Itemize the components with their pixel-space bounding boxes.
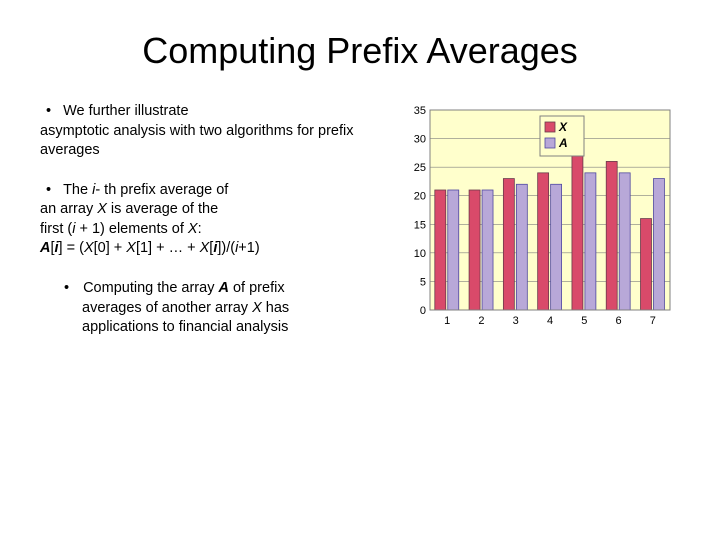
bullet-2: • The i- th prefix average of an array X… <box>40 181 380 259</box>
bullet-1: • We further illustrate asymptotic analy… <box>40 102 380 161</box>
svg-text:A: A <box>558 136 568 150</box>
bullet-3: • Computing the array A of prefix averag… <box>40 279 380 338</box>
svg-text:35: 35 <box>414 105 426 117</box>
chart-svg: 0 5 10 15 20 25 30 35 1 2 3 4 5 6 7 XA <box>400 102 680 332</box>
bullet-3-line2: averages of another array X has <box>40 299 380 319</box>
bullet-2-line3: first (i + 1) elements of X: <box>40 220 380 240</box>
svg-text:20: 20 <box>414 191 426 203</box>
svg-text:10: 10 <box>414 248 426 260</box>
svg-text:2: 2 <box>478 315 484 327</box>
bullet-3-line3: applications to financial analysis <box>40 318 380 338</box>
bullet-2-formula: A[i] = (X[0] + X[1] + … + X[i])/(i+1) <box>40 239 380 259</box>
bullet-marker: • <box>40 102 63 122</box>
svg-text:15: 15 <box>414 219 426 231</box>
svg-text:25: 25 <box>414 162 426 174</box>
bullet-marker: • <box>40 181 63 201</box>
page-title: Computing Prefix Averages <box>40 30 680 72</box>
svg-text:X: X <box>558 120 568 134</box>
svg-text:0: 0 <box>420 305 426 317</box>
svg-text:3: 3 <box>513 315 519 327</box>
svg-text:5: 5 <box>420 276 426 288</box>
bullet-marker: • <box>40 279 83 299</box>
svg-text:6: 6 <box>616 315 622 327</box>
svg-text:30: 30 <box>414 134 426 146</box>
content-row: • We further illustrate asymptotic analy… <box>40 102 680 358</box>
bullet-1-rest: asymptotic analysis with two algorithms … <box>40 122 380 161</box>
bar-chart: 0 5 10 15 20 25 30 35 1 2 3 4 5 6 7 XA <box>400 102 680 332</box>
svg-text:4: 4 <box>547 315 553 327</box>
text-column: • We further illustrate asymptotic analy… <box>40 102 380 358</box>
bullet-2-line1: The i- th prefix average of <box>63 181 228 201</box>
svg-text:1: 1 <box>444 315 450 327</box>
bullet-2-line2: an array X is average of the <box>40 200 380 220</box>
svg-text:5: 5 <box>581 315 587 327</box>
bullet-3-line1: Computing the array A of prefix <box>83 279 285 299</box>
svg-text:7: 7 <box>650 315 656 327</box>
bullet-1-line1: We further illustrate <box>63 102 188 122</box>
